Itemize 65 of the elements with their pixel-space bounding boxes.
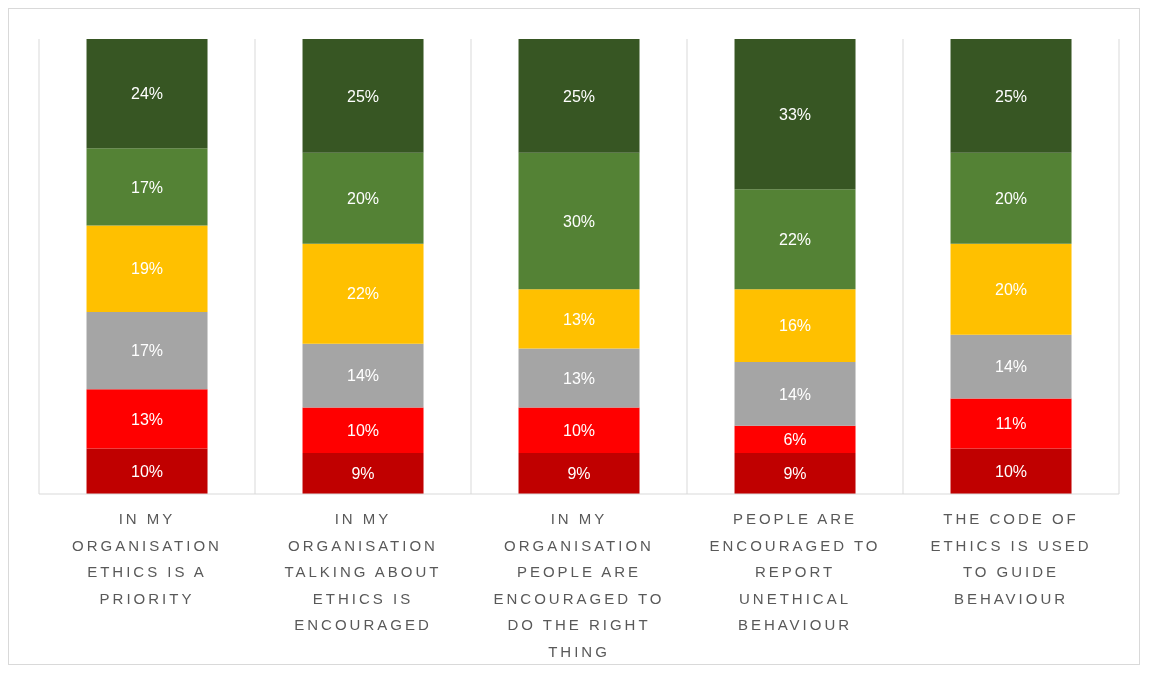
data-label: 17% [131, 342, 164, 360]
bar [950, 334, 1072, 399]
bar [950, 398, 1072, 449]
bar [302, 343, 424, 408]
bar [86, 389, 208, 449]
data-label: 6% [783, 431, 807, 449]
bar [518, 407, 640, 454]
x-tick-label: IN MY ORGANISATION PEOPLE ARE ENCOURAGED TO DO THE RIGHT THING [493, 510, 665, 660]
data-label: 13% [563, 369, 596, 387]
data-label: 25% [563, 87, 596, 105]
data-label: 13% [563, 310, 596, 328]
x-tick-label: THE CODE OF ETHICS IS USED TO GUIDE BEHAVIOUR [930, 510, 1092, 607]
bar [518, 348, 640, 408]
data-label: 30% [563, 212, 596, 230]
data-label: 22% [779, 230, 812, 248]
data-label: 16% [779, 317, 812, 335]
data-label: 10% [995, 462, 1028, 480]
data-label: 11% [995, 415, 1027, 433]
bar [950, 243, 1072, 335]
data-label: 14% [995, 358, 1028, 376]
bar [734, 189, 856, 290]
data-label: 14% [347, 367, 380, 385]
data-label: 10% [563, 421, 596, 439]
x-tick-label: IN MY ORGANISATION ETHICS IS A PRIORITY [72, 510, 222, 607]
bar [86, 448, 208, 494]
data-label: 13% [131, 410, 164, 428]
bar [302, 39, 424, 153]
bar [518, 453, 640, 494]
data-label: 19% [131, 260, 164, 278]
bar [734, 425, 856, 454]
x-tick-label: PEOPLE ARE ENCOURAGED TO REPORT UNETHICAL BEHAVIOUR [709, 510, 881, 633]
bar [302, 407, 424, 454]
bar [950, 448, 1072, 494]
data-label: 9% [783, 465, 807, 483]
bar [734, 453, 856, 494]
data-label: 10% [131, 462, 164, 480]
bar [518, 289, 640, 349]
bar [86, 148, 208, 226]
bar [950, 152, 1072, 244]
data-label: 25% [347, 87, 380, 105]
bar [734, 39, 856, 190]
bar [302, 453, 424, 494]
bar [518, 152, 640, 290]
bar [518, 39, 640, 153]
data-label: 14% [779, 385, 812, 403]
bar [302, 152, 424, 244]
data-label: 22% [347, 285, 380, 303]
bar [86, 312, 208, 390]
data-label: 20% [347, 189, 380, 207]
bar [950, 39, 1072, 153]
bar [302, 243, 424, 344]
bar [86, 39, 208, 149]
data-label: 17% [131, 178, 164, 196]
bar [734, 362, 856, 426]
data-label: 9% [567, 465, 591, 483]
data-label: 9% [351, 465, 375, 483]
data-label: 33% [779, 105, 812, 123]
x-tick-label: IN MY ORGANISATION TALKING ABOUT ETHICS IS ENCOURAGED [284, 510, 442, 633]
bar [734, 289, 856, 363]
data-label: 10% [347, 421, 380, 439]
bar [86, 225, 208, 312]
data-label: 20% [995, 189, 1028, 207]
data-label: 24% [131, 85, 164, 103]
data-label: 25% [995, 87, 1028, 105]
data-label: 20% [995, 280, 1028, 298]
